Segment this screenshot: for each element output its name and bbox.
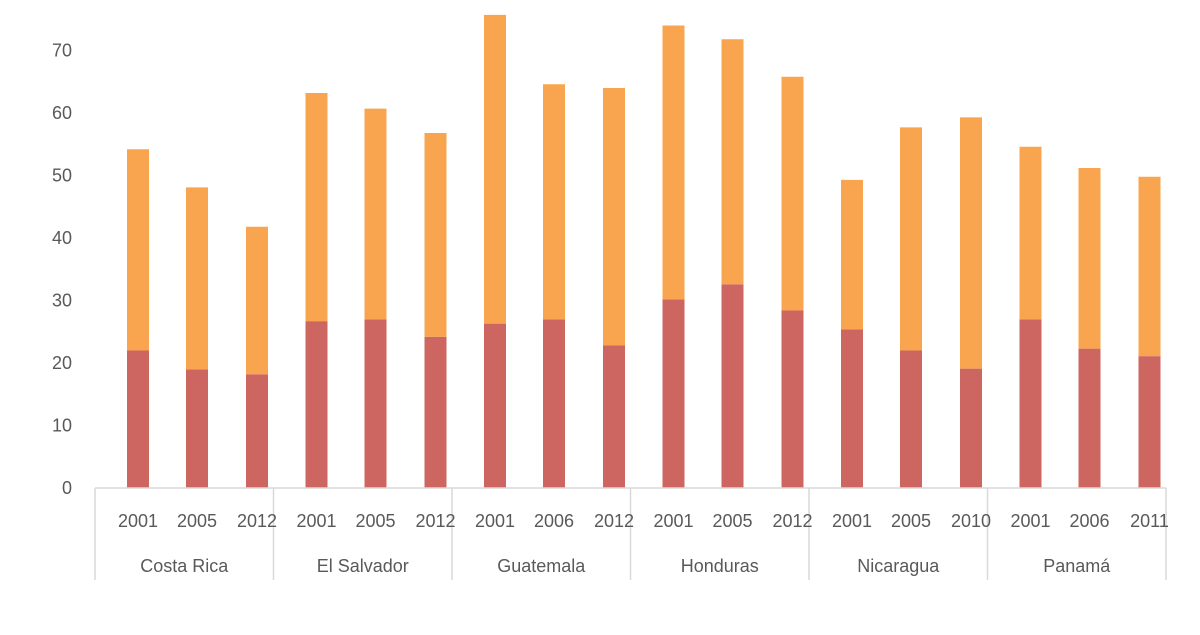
bar-segment-upper [662,25,685,300]
y-tick-label: 50 [52,166,72,186]
x-tick-label: 2012 [594,511,634,531]
x-tick-label: 2005 [891,511,931,531]
bar-segment-lower [1138,356,1161,488]
x-tick-label: 2006 [534,511,574,531]
bar-segment-lower [603,345,625,488]
bar-segment-lower [127,350,149,488]
x-tick-label: 2005 [712,511,752,531]
bar-segment-upper [305,93,328,322]
y-tick-label: 20 [52,353,72,373]
x-tick-label: 2005 [355,511,395,531]
bar-segment-lower [305,321,328,488]
bar-segment-upper [1019,146,1042,320]
bar-segment-lower [841,329,863,488]
x-tick-label: 2001 [832,511,872,531]
bar-segment-upper [424,133,447,337]
bar-segment-lower [364,319,387,488]
bar-segment-lower [960,368,982,488]
bar-segment-lower [662,299,685,488]
group-label: Costa Rica [140,556,229,576]
bar-segment-upper [186,187,208,370]
y-tick-label: 60 [52,103,72,123]
x-tick-label: 2001 [475,511,515,531]
x-tick-label: 2001 [1010,511,1050,531]
bar-segment-upper [1138,176,1161,357]
bar-segment-lower [721,284,744,488]
bar-segment-upper [721,39,744,285]
bar-segment-lower [1019,319,1042,488]
x-tick-label: 2001 [118,511,158,531]
bar-segment-upper [484,14,506,324]
bar-segment-upper [841,179,863,330]
bar-segment-lower [424,336,447,488]
group-label: Panamá [1043,556,1111,576]
x-tick-label: 2006 [1069,511,1109,531]
bar-segment-upper [246,226,268,375]
x-tick-label: 2011 [1130,511,1169,531]
group-label: El Salvador [317,556,409,576]
y-tick-label: 40 [52,228,72,248]
bar-segment-lower [543,319,565,488]
bar-segment-lower [900,350,922,488]
bar-segment-lower [186,369,208,488]
bar-segment-lower [484,323,506,488]
bar-segment-upper [1078,168,1101,349]
bar-segment-upper [364,108,387,320]
bar-segment-lower [781,310,804,488]
y-tick-label: 10 [52,416,72,436]
bar-segment-upper [960,117,982,369]
x-tick-label: 2001 [653,511,693,531]
bar-segment-upper [900,127,922,351]
x-axis: 2001 2005 2012 Costa Rica 2001 2005 2012 El Sal… [94,487,1169,580]
group-label: Guatemala [497,556,586,576]
x-tick-label: 2001 [296,511,336,531]
y-tick-label: 70 [52,41,72,61]
x-tick-label: 2012 [772,511,812,531]
y-axis: 0 10 20 30 40 50 60 70 [52,41,72,499]
x-tick-label: 2010 [951,511,991,531]
group-label: Nicaragua [857,556,940,576]
group-label: Honduras [681,556,759,576]
y-tick-label: 0 [62,478,72,498]
x-tick-label: 2005 [177,511,217,531]
x-tick-label: 2012 [415,511,455,531]
bar-segment-lower [1078,348,1101,488]
bar-segment-upper [543,84,565,320]
y-tick-label: 30 [52,291,72,311]
bars [127,14,1161,488]
bar-segment-upper [603,88,625,346]
bar-segment-upper [127,149,149,351]
bar-segment-upper [781,76,804,311]
x-tick-label: 2012 [237,511,277,531]
bar-segment-lower [246,374,268,488]
